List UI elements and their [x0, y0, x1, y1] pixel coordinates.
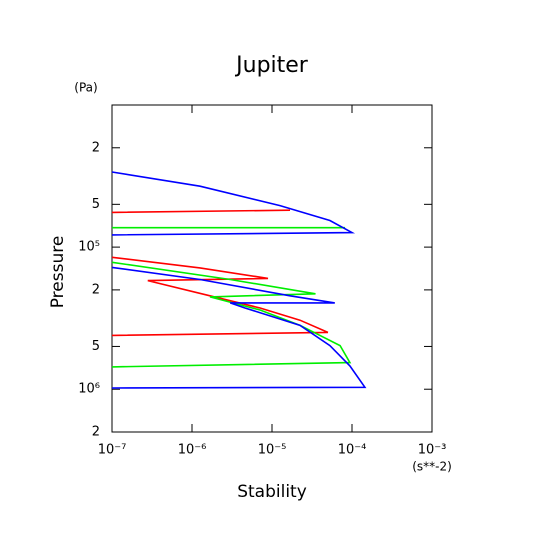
- x-tick-label: 10⁻⁶: [178, 443, 207, 458]
- y-unit: (Pa): [74, 81, 97, 95]
- series-line: [111, 171, 367, 389]
- y-tick-label: 5: [92, 197, 100, 212]
- y-tick-label: 2: [92, 140, 100, 155]
- series-line: [111, 226, 352, 368]
- y-tick-label: 2: [92, 425, 100, 440]
- series-line: [111, 209, 329, 337]
- y-tick-label: 2: [92, 282, 100, 297]
- chart-title: Jupiter: [234, 53, 309, 78]
- y-axis-label: Pressure: [48, 236, 68, 309]
- x-axis-label: Stability: [237, 482, 307, 502]
- x-tick-label: 10⁻⁵: [258, 443, 287, 458]
- y-tick-label: 10⁵: [78, 240, 100, 255]
- x-tick-label: 10⁻³: [418, 443, 447, 458]
- x-tick-label: 10⁻⁷: [98, 443, 127, 458]
- x-unit: (s**-2): [412, 460, 452, 474]
- y-tick-label: 10⁶: [78, 382, 100, 397]
- y-tick-label: 5: [92, 339, 100, 354]
- x-tick-label: 10⁻⁴: [338, 443, 367, 458]
